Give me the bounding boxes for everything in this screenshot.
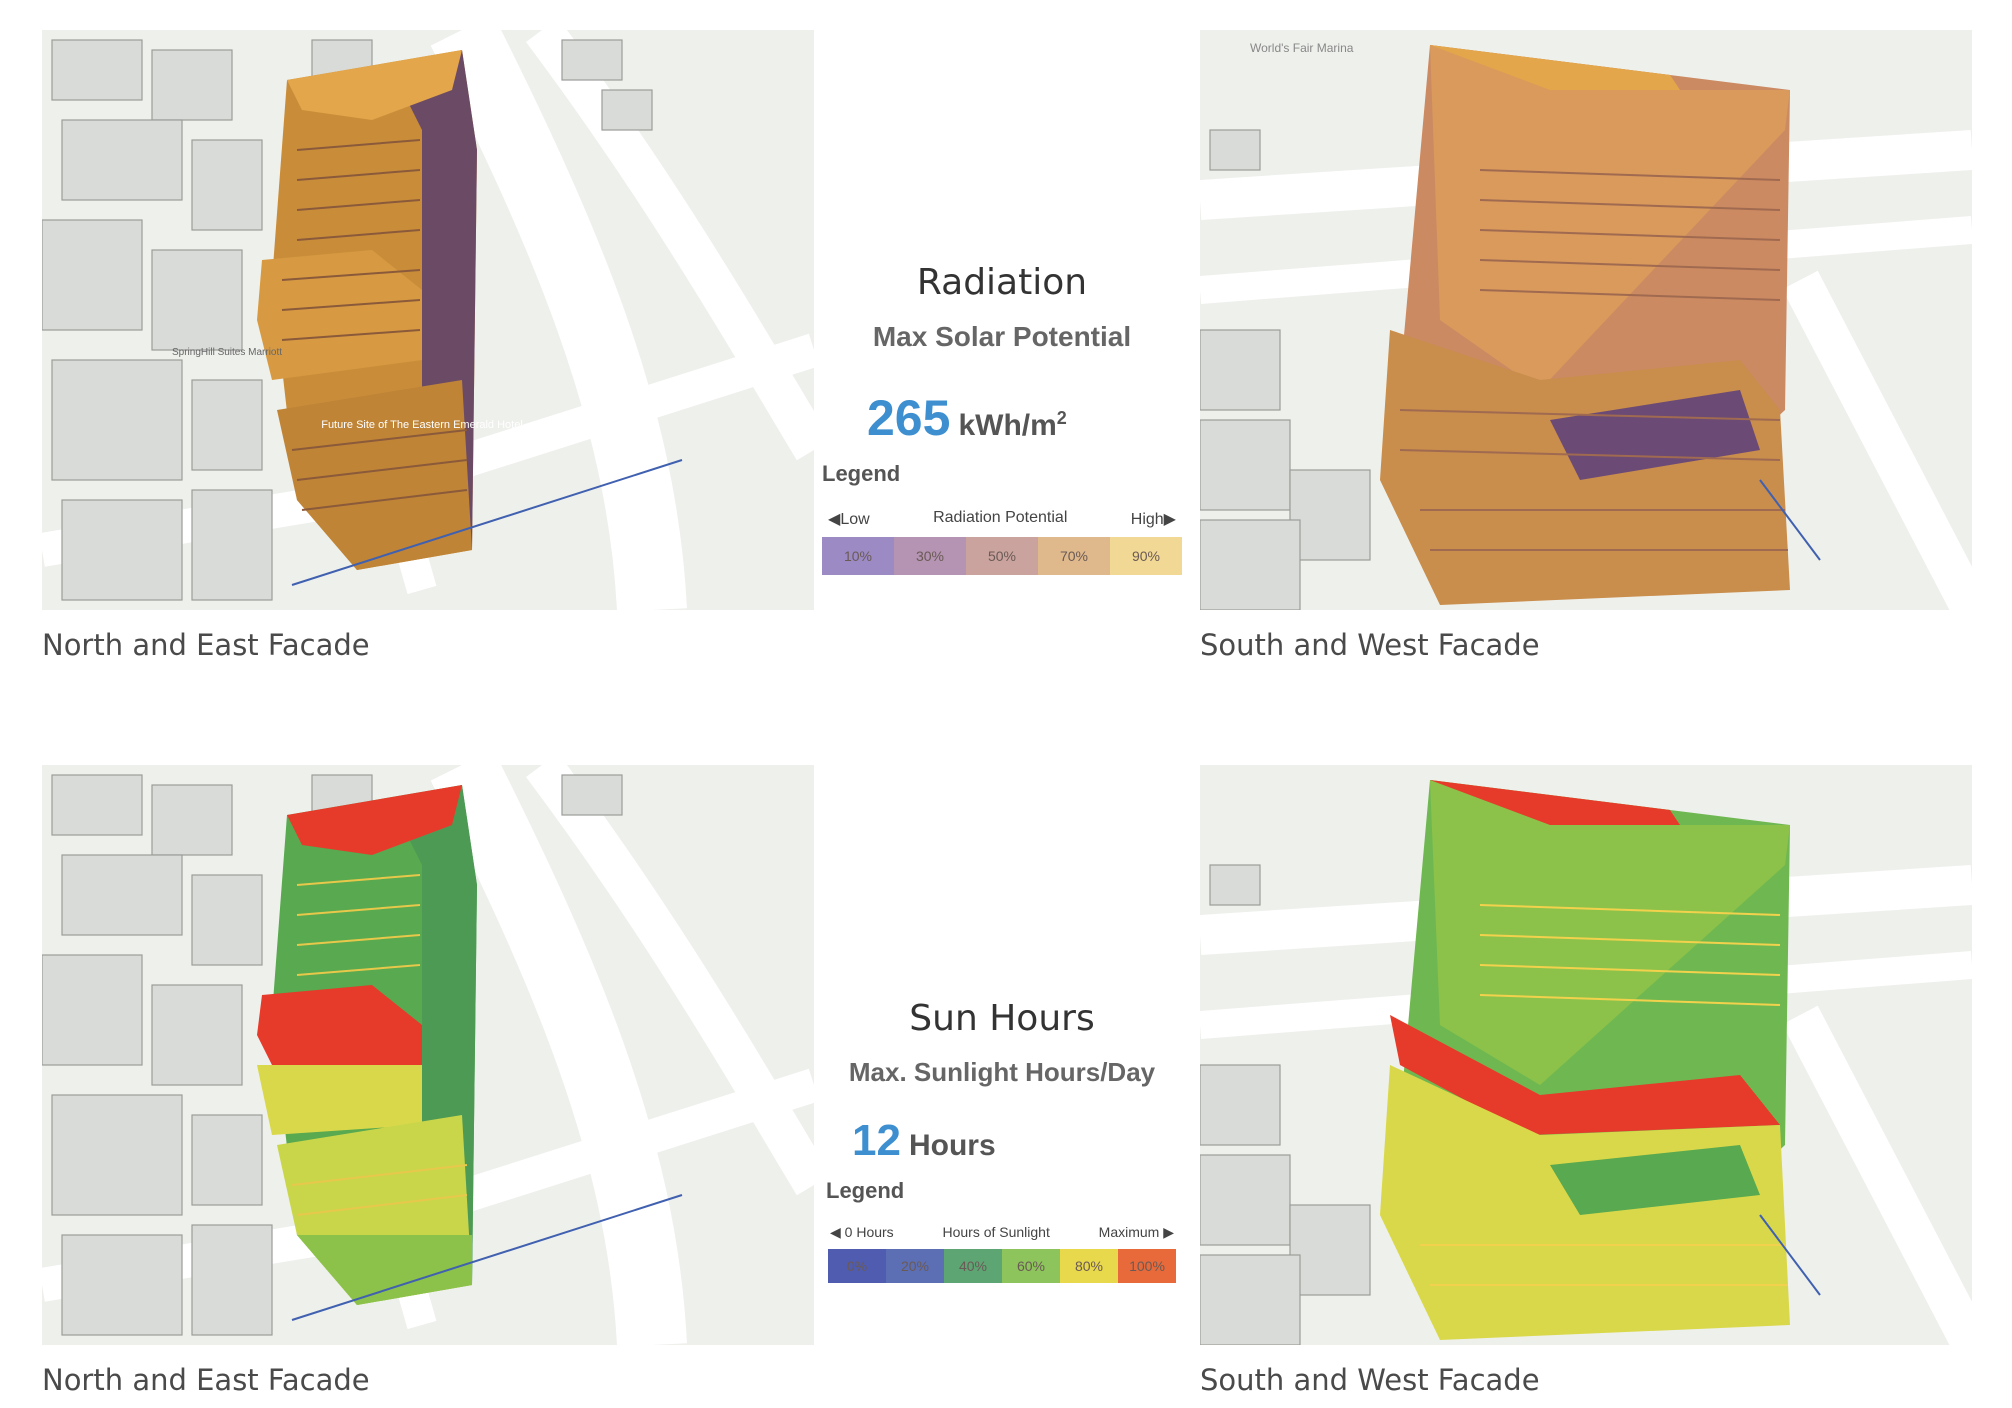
radiation-subtitle: Max Solar Potential <box>872 321 1132 352</box>
caption-bottom-right: South and West Facade <box>1200 1363 1540 1397</box>
radiation-low-label: Low <box>840 511 870 528</box>
sunhours-legend-bar: 0% 20% 40% 60% 80% 100% <box>828 1249 1176 1283</box>
sunhours-south-west-view <box>1200 765 1972 1345</box>
sunhours-legend-axis: ◀ 0 Hours Hours of Sunlight Maximum ▶ <box>822 1224 1182 1241</box>
radiation-title: Radiation <box>916 262 1088 303</box>
radiation-south-west-render: World's Fair Marina <box>1200 30 1972 610</box>
caption-top-left: North and East Facade <box>42 628 370 662</box>
radiation-north-east-view: Future Site of The Eastern Emerald Hotel… <box>42 30 814 610</box>
caption-top-right: South and West Facade <box>1200 628 1540 662</box>
right-triangle-icon: ▶ <box>1159 1224 1174 1240</box>
sunhours-info: Sun Hours Max. Sunlight Hours/Day 12 Hour… <box>822 998 1182 1283</box>
radiation-legend-label: Legend <box>822 461 901 486</box>
legend-swatch: 60% <box>1002 1249 1060 1283</box>
hotel-label: SpringHill Suites Marriott <box>172 347 282 358</box>
legend-swatch: 20% <box>886 1249 944 1283</box>
left-triangle-icon: ◀ <box>828 511 841 528</box>
legend-swatch: 30% <box>894 537 966 575</box>
future-site-label: Future Site of The Eastern Emerald Hotel <box>321 419 523 431</box>
radiation-legend-axis: ◀Low Radiation Potential High▶ <box>822 509 1182 529</box>
radiation-legend-bar: 10% 30% 50% 70% 90% <box>822 537 1182 575</box>
radiation-south-west-view: World's Fair Marina <box>1200 30 1972 610</box>
radiation-metric: 265 kWh/m2 <box>822 389 1182 447</box>
sunhours-legend-label: Legend <box>826 1178 905 1203</box>
radiation-high-label: High <box>1130 511 1164 528</box>
sunhours-title: Sun Hours <box>909 998 1095 1039</box>
right-triangle-icon: ▶ <box>1163 511 1176 528</box>
legend-swatch: 90% <box>1110 537 1182 575</box>
legend-swatch: 80% <box>1060 1249 1118 1283</box>
radiation-mid-label: Radiation Potential <box>933 509 1068 526</box>
legend-swatch: 50% <box>966 537 1038 575</box>
radiation-unit: kWh/m <box>958 409 1057 442</box>
sunhours-north-east-render <box>42 765 814 1345</box>
sunhours-mid-label: Hours of Sunlight <box>942 1224 1050 1240</box>
left-triangle-icon: ◀ <box>830 1224 845 1240</box>
radiation-north-east-render: Future Site of The Eastern Emerald Hotel… <box>42 30 814 610</box>
radiation-unit-exponent: 2 <box>1056 408 1067 428</box>
legend-swatch: 70% <box>1038 537 1110 575</box>
caption-bottom-left: North and East Facade <box>42 1363 370 1397</box>
sunhours-unit: Hours <box>908 1129 996 1162</box>
legend-swatch: 10% <box>822 537 894 575</box>
sunhours-value: 12 <box>852 1116 901 1165</box>
radiation-value: 265 <box>867 390 951 446</box>
legend-swatch: 40% <box>944 1249 1002 1283</box>
sunhours-south-west-render <box>1200 765 1972 1345</box>
legend-swatch: 0% <box>828 1249 886 1283</box>
sunhours-high-label: Maximum <box>1098 1224 1160 1240</box>
sunhours-metric: 12 Hours <box>822 1116 1182 1166</box>
sunhours-low-label: 0 Hours <box>844 1224 894 1240</box>
sunhours-north-east-view <box>42 765 814 1345</box>
radiation-info: Radiation Max Solar Potential 265 kWh/m2 … <box>822 262 1182 575</box>
sunhours-subtitle: Max. Sunlight Hours/Day <box>848 1057 1156 1087</box>
legend-swatch: 100% <box>1118 1249 1176 1283</box>
marina-label: World's Fair Marina <box>1250 41 1354 55</box>
